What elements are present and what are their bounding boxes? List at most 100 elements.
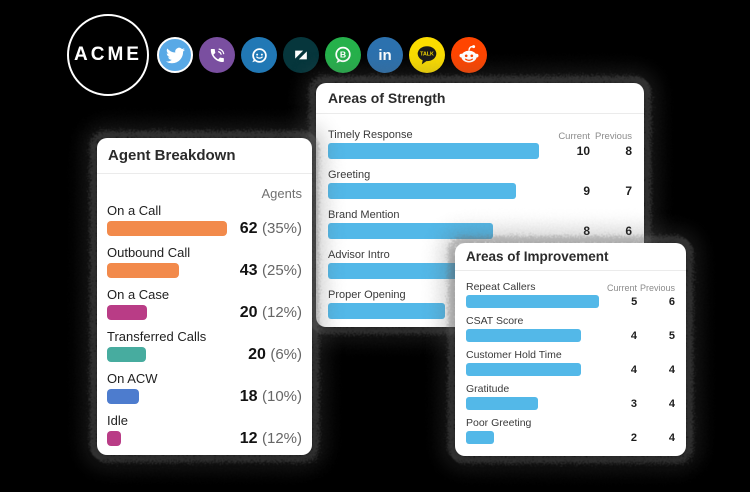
current-value: 8 bbox=[583, 224, 590, 238]
previous-value: 7 bbox=[625, 184, 632, 198]
strength-row: Greeting 9 7 bbox=[328, 167, 632, 199]
current-value: 10 bbox=[576, 144, 590, 158]
current-value: 3 bbox=[630, 397, 637, 410]
metric-label: Brand Mention bbox=[328, 209, 400, 221]
zendesk-icon[interactable] bbox=[283, 37, 319, 73]
metric-label: Greeting bbox=[328, 169, 371, 181]
channel-icon-row: B in TALK bbox=[157, 37, 487, 73]
previous-value: 4 bbox=[668, 397, 675, 410]
agent-percent: (10%) bbox=[261, 387, 302, 405]
improvement-row: Poor Greeting 2 4 bbox=[466, 416, 675, 444]
metric-label: Proper Opening bbox=[328, 289, 406, 301]
agent-count: 18 bbox=[239, 387, 258, 405]
twitter-icon[interactable] bbox=[157, 37, 193, 73]
metric-label: Timely Response bbox=[328, 129, 413, 141]
status-bar bbox=[107, 263, 179, 278]
status-bar bbox=[107, 221, 227, 236]
strength-row: Timely Response Current Previous 10 8 bbox=[328, 127, 632, 159]
improvement-row: Gratitude 3 4 bbox=[466, 382, 675, 410]
previous-value: 5 bbox=[668, 329, 675, 342]
status-label: On a Case bbox=[107, 287, 170, 302]
current-value: 9 bbox=[583, 184, 590, 198]
agent-percent: (25%) bbox=[261, 261, 302, 279]
kakaotalk-icon[interactable]: TALK bbox=[409, 37, 445, 73]
status-bar bbox=[107, 431, 121, 446]
agent-row: Outbound Call 43 (25%) bbox=[107, 245, 302, 279]
acme-logo: ACME bbox=[67, 14, 149, 96]
current-value: 4 bbox=[630, 363, 637, 376]
improvement-row: Customer Hold Time 4 4 bbox=[466, 348, 675, 376]
linkedin-icon[interactable]: in bbox=[367, 37, 403, 73]
metric-bar bbox=[466, 363, 581, 376]
current-value: 4 bbox=[630, 329, 637, 342]
improvement-row: Repeat Callers Current Previous 5 6 bbox=[466, 280, 675, 308]
areas-of-improvement-card: Areas of Improvement Repeat Callers Curr… bbox=[455, 243, 686, 456]
agent-row: On a Case 20 (12%) bbox=[107, 287, 302, 321]
agent-count: 43 bbox=[239, 261, 258, 279]
metric-bar bbox=[328, 223, 493, 239]
status-bar bbox=[107, 347, 146, 362]
acme-logo-text: ACME bbox=[74, 44, 142, 65]
previous-value: 8 bbox=[625, 144, 632, 158]
agent-percent: (12%) bbox=[261, 429, 302, 447]
linkedin-glyph: in bbox=[378, 46, 392, 64]
metric-label: Gratitude bbox=[466, 383, 510, 395]
agent-row: Idle 12 (12%) bbox=[107, 413, 302, 447]
metric-label: CSAT Score bbox=[466, 315, 524, 327]
card-shadow bbox=[448, 236, 693, 463]
status-label: Transferred Calls bbox=[107, 329, 207, 344]
status-label: On ACW bbox=[107, 371, 158, 386]
metric-label: Customer Hold Time bbox=[466, 349, 562, 361]
agent-percent: (6%) bbox=[270, 345, 302, 363]
card-shadow bbox=[90, 131, 319, 462]
reddit-icon[interactable] bbox=[451, 37, 487, 73]
agent-breakdown-card: Agent Breakdown Agents On a Call 62 (35%… bbox=[97, 138, 312, 455]
agent-count: 20 bbox=[239, 303, 258, 321]
previous-value: 4 bbox=[668, 363, 675, 376]
improvement-row: CSAT Score 4 5 bbox=[466, 314, 675, 342]
current-value: 2 bbox=[630, 431, 637, 444]
card-title: Areas of Strength bbox=[316, 83, 644, 114]
previous-value: 6 bbox=[625, 224, 632, 238]
agent-row: On a Call 62 (35%) bbox=[107, 203, 302, 237]
metric-bar bbox=[466, 397, 538, 410]
agent-count: 12 bbox=[239, 429, 258, 447]
column-header-agents: Agents bbox=[261, 186, 302, 201]
agent-row: On ACW 18 (10%) bbox=[107, 371, 302, 405]
status-label: Idle bbox=[107, 413, 128, 428]
metric-label: Advisor Intro bbox=[328, 249, 390, 261]
column-header-previous: Previous bbox=[595, 131, 632, 142]
agent-percent: (12%) bbox=[261, 303, 302, 321]
agent-count: 20 bbox=[248, 345, 266, 363]
metric-bar bbox=[466, 329, 581, 342]
metric-bar bbox=[328, 143, 539, 159]
agent-percent: (35%) bbox=[261, 219, 302, 237]
agent-count: 62 bbox=[239, 219, 258, 237]
previous-value: 4 bbox=[668, 431, 675, 444]
column-header-current: Current bbox=[606, 283, 637, 293]
brand-embassy-icon[interactable]: B bbox=[325, 37, 361, 73]
metric-bar bbox=[466, 295, 600, 308]
status-label: Outbound Call bbox=[107, 245, 191, 260]
status-label: On a Call bbox=[107, 203, 162, 218]
viber-icon[interactable] bbox=[199, 37, 235, 73]
strength-row: Proper Opening bbox=[328, 287, 632, 319]
strength-row: Brand Mention 8 6 bbox=[328, 207, 632, 239]
status-bar bbox=[107, 305, 147, 320]
current-value: 5 bbox=[631, 295, 638, 308]
agent-row: Transferred Calls 20 (6%) bbox=[107, 329, 302, 363]
column-header-current: Current bbox=[558, 131, 590, 142]
status-bar bbox=[107, 389, 139, 404]
metric-bar bbox=[328, 303, 445, 319]
card-title: Agent Breakdown bbox=[97, 138, 312, 174]
svg-text:TALK: TALK bbox=[420, 52, 434, 58]
metric-label: Poor Greeting bbox=[466, 417, 532, 429]
previous-value: 6 bbox=[668, 295, 675, 308]
metric-label: Repeat Callers bbox=[466, 281, 536, 293]
card-title: Areas of Improvement bbox=[455, 243, 686, 271]
metric-bar bbox=[466, 431, 494, 444]
metric-bar bbox=[328, 183, 516, 199]
live-chat-icon[interactable] bbox=[241, 37, 277, 73]
column-header-previous: Previous bbox=[639, 283, 675, 293]
